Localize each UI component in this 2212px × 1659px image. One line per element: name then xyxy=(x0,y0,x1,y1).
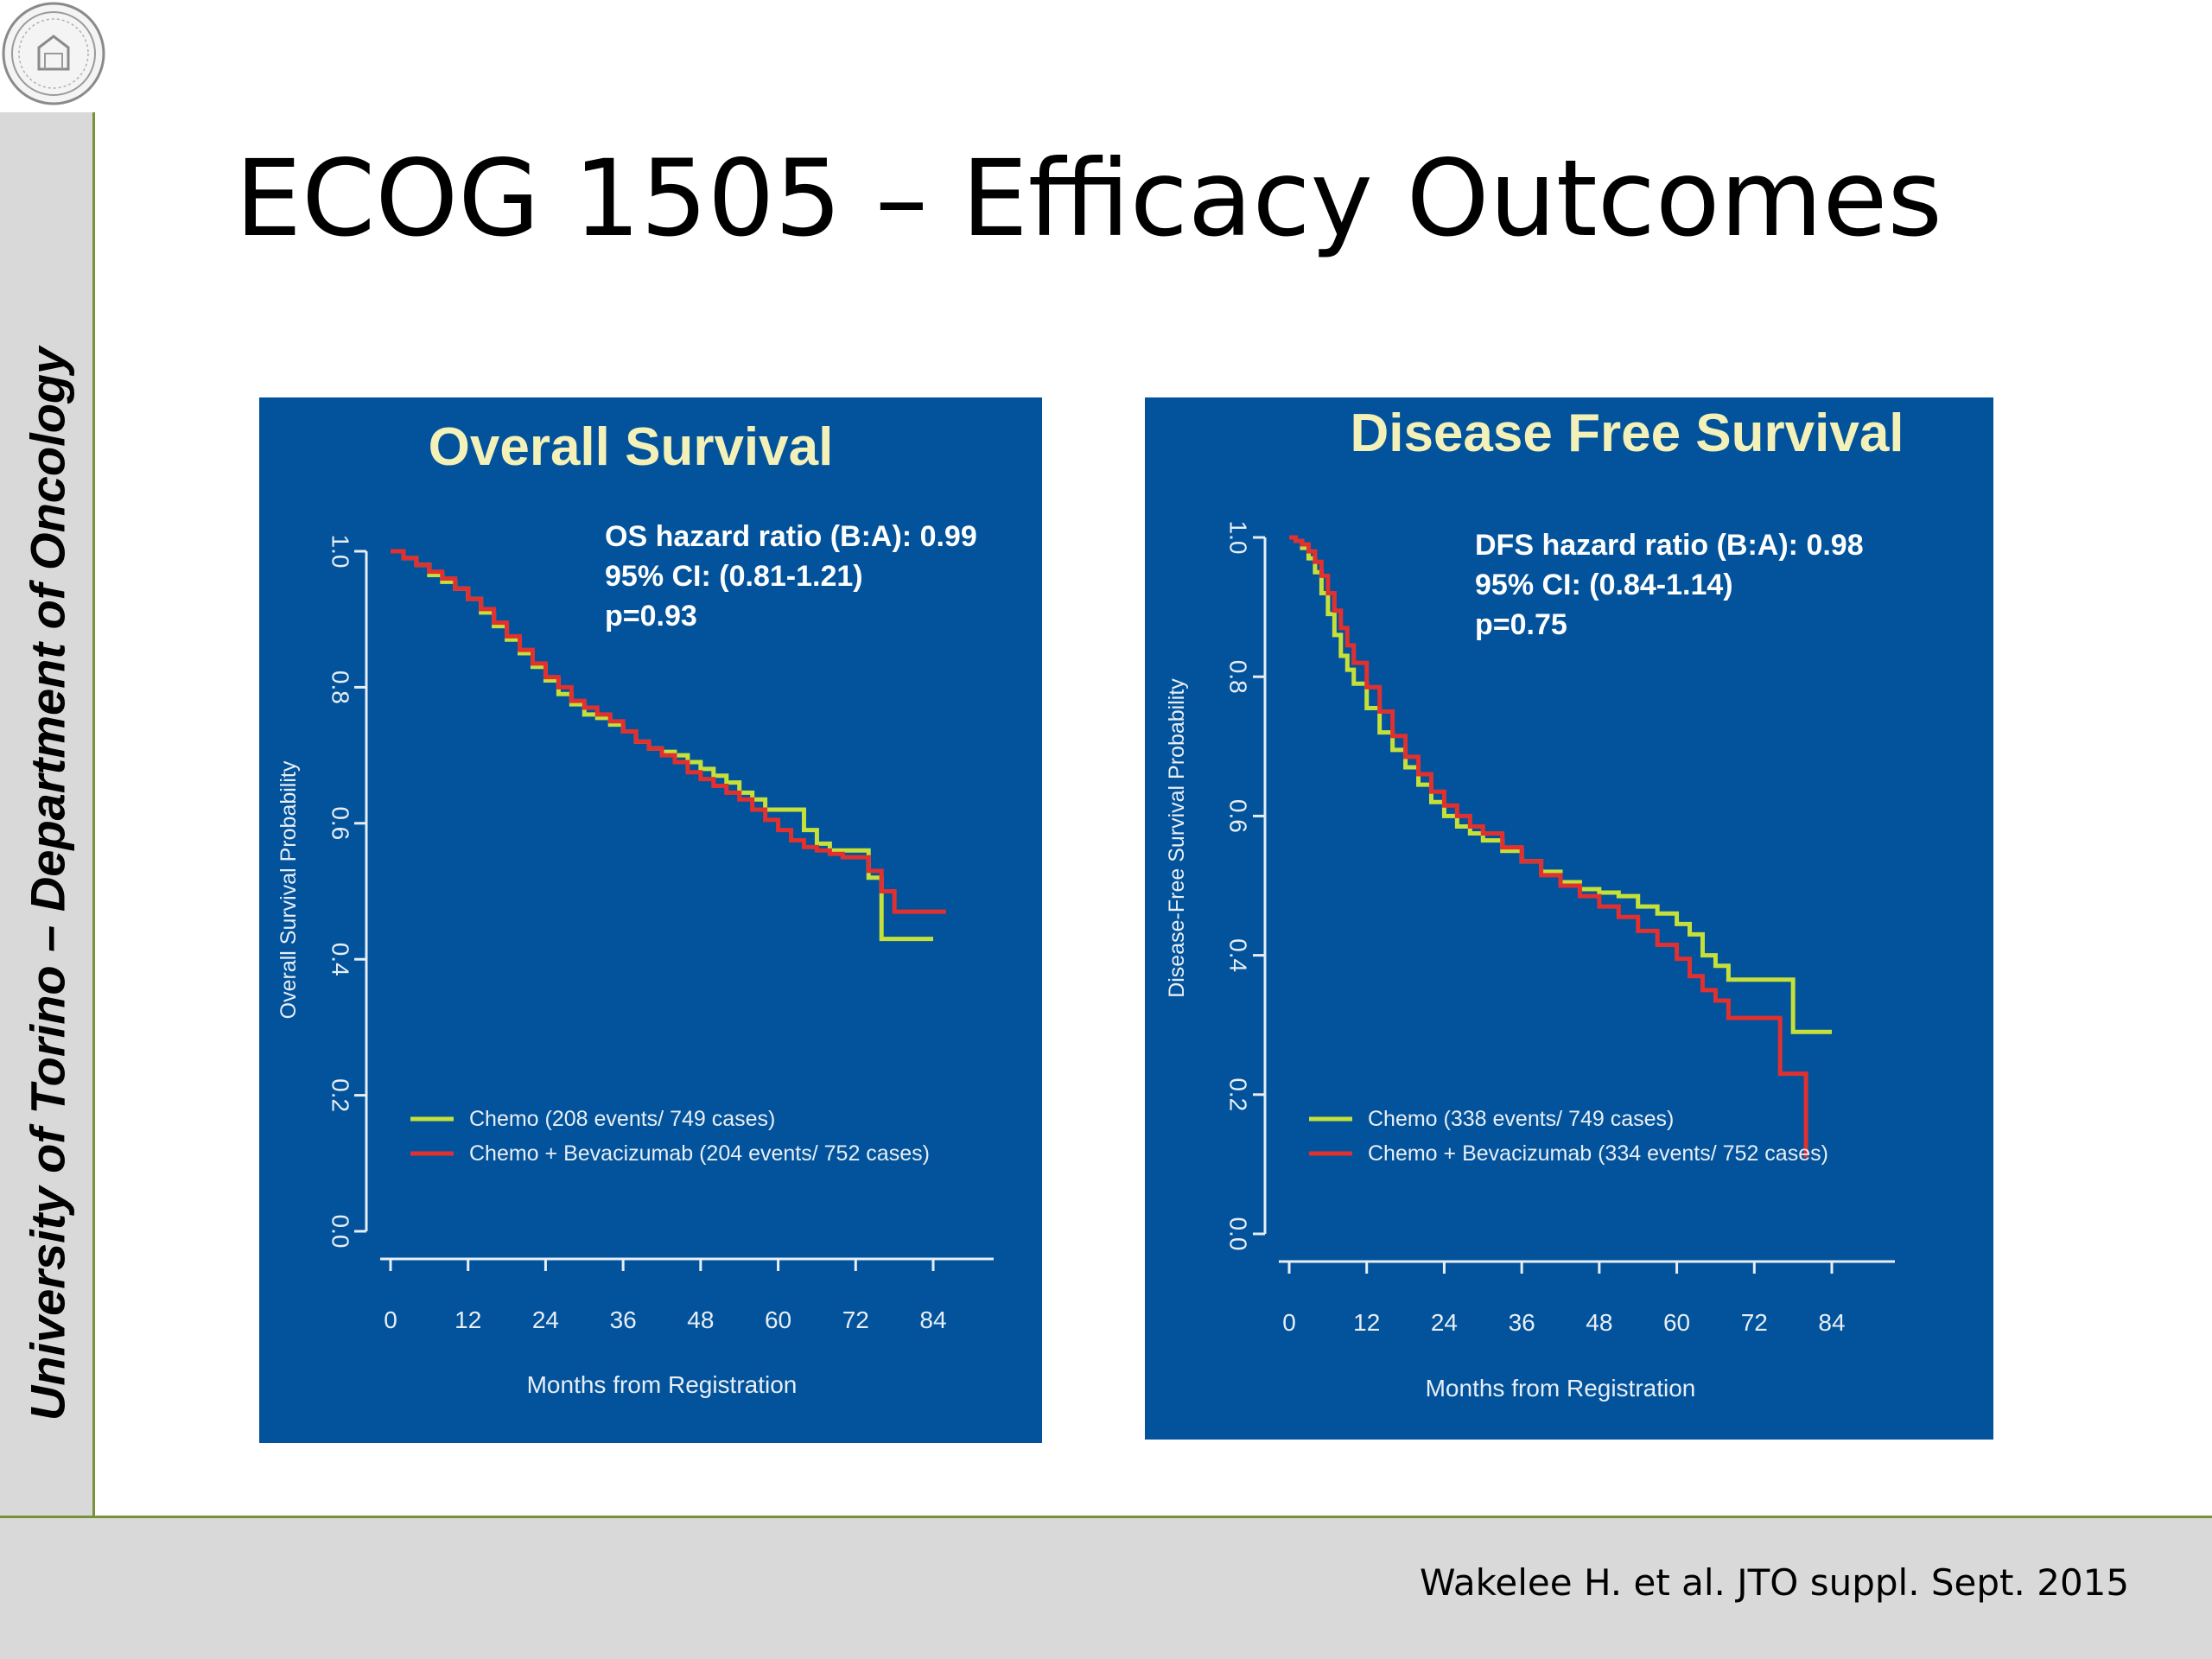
y-tick-label: 0.8 xyxy=(1225,660,1252,694)
y-axis-label: Disease-Free Survival Probability xyxy=(1165,678,1189,998)
y-tick-label: 0.4 xyxy=(1225,938,1252,972)
x-tick-label: 24 xyxy=(1431,1309,1458,1336)
legend-entry: Chemo (338 events/ 749 cases) xyxy=(1368,1107,1674,1131)
hazard-annotation-line: 95% CI: (0.81-1.21) xyxy=(605,560,863,593)
x-tick-label: 0 xyxy=(384,1306,397,1333)
sidebar-institution-text: University of Torino – Department of Onc… xyxy=(20,346,75,1421)
y-tick-label: 0.4 xyxy=(327,943,354,976)
x-axis-label: Months from Registration xyxy=(527,1371,798,1398)
y-tick-label: 0.2 xyxy=(327,1078,354,1112)
x-tick-label: 84 xyxy=(1818,1309,1845,1336)
series-chemo-bev-line xyxy=(1289,535,1808,1158)
hazard-annotation-line: p=0.75 xyxy=(1475,608,1567,641)
disease-free-survival-chart: Disease Free Survival 0.0 0.2 0.4 0.6 0.8 1.0 0… xyxy=(1145,397,1993,1440)
sidebar-band xyxy=(0,112,95,1659)
x-tick-label: 60 xyxy=(1663,1309,1690,1336)
x-tick-label: 72 xyxy=(842,1306,869,1333)
x-tick-label: 48 xyxy=(687,1306,714,1333)
x-tick-label: 84 xyxy=(919,1306,946,1333)
legend-entry: Chemo + Bevacizumab (204 events/ 752 cas… xyxy=(469,1141,930,1166)
y-tick-label: 0.8 xyxy=(327,671,354,704)
chart-background xyxy=(259,397,1042,1443)
footer-band xyxy=(0,1516,2212,1659)
y-tick-label: 1.0 xyxy=(327,535,354,569)
x-axis-label: Months from Registration xyxy=(1426,1375,1696,1402)
series-chemo-line xyxy=(1289,535,1832,1034)
legend-entry: Chemo + Bevacizumab (334 events/ 752 cas… xyxy=(1368,1141,1828,1166)
legend-entry: Chemo (208 events/ 749 cases) xyxy=(469,1107,775,1131)
chart-title: Overall Survival xyxy=(429,417,834,477)
citation-text: Wakelee H. et al. JTO suppl. Sept. 2015 xyxy=(1420,1561,2130,1604)
y-tick-label: 0.6 xyxy=(327,806,354,840)
x-tick-label: 72 xyxy=(1741,1309,1768,1336)
y-axis-label: Overall Survival Probability xyxy=(276,760,301,1019)
y-tick-label: 1.0 xyxy=(1225,521,1252,555)
x-tick-label: 12 xyxy=(1353,1309,1380,1336)
x-tick-label: 60 xyxy=(765,1306,791,1333)
x-tick-label: 48 xyxy=(1586,1309,1612,1336)
x-tick-label: 36 xyxy=(610,1306,637,1333)
x-tick-label: 36 xyxy=(1509,1309,1535,1336)
y-tick-label: 0.0 xyxy=(327,1215,354,1249)
university-seal-logo xyxy=(2,2,105,105)
slide-title: ECOG 1505 – Efficacy Outcomes xyxy=(235,137,1942,260)
x-tick-label: 12 xyxy=(454,1306,481,1333)
x-tick-label: 24 xyxy=(532,1306,559,1333)
y-tick-label: 0.6 xyxy=(1225,799,1252,833)
series-chemo-bev-line xyxy=(391,549,946,914)
hazard-annotation-line: p=0.93 xyxy=(605,600,697,632)
y-tick-label: 0.0 xyxy=(1225,1217,1252,1251)
chart-background xyxy=(1145,397,1993,1440)
hazard-annotation-line: 95% CI: (0.84-1.14) xyxy=(1475,569,1733,601)
overall-survival-chart: Overall Survival 0.0 0.2 0.4 0.6 0.8 1.0 0 12 24 3… xyxy=(259,397,1042,1443)
y-tick-label: 0.2 xyxy=(1225,1077,1252,1111)
chart-title: Disease Free Survival xyxy=(1350,404,1904,463)
x-tick-label: 0 xyxy=(1282,1309,1296,1336)
hazard-annotation-line: DFS hazard ratio (B:A): 0.98 xyxy=(1475,529,1864,562)
hazard-annotation-line: OS hazard ratio (B:A): 0.99 xyxy=(605,520,977,553)
